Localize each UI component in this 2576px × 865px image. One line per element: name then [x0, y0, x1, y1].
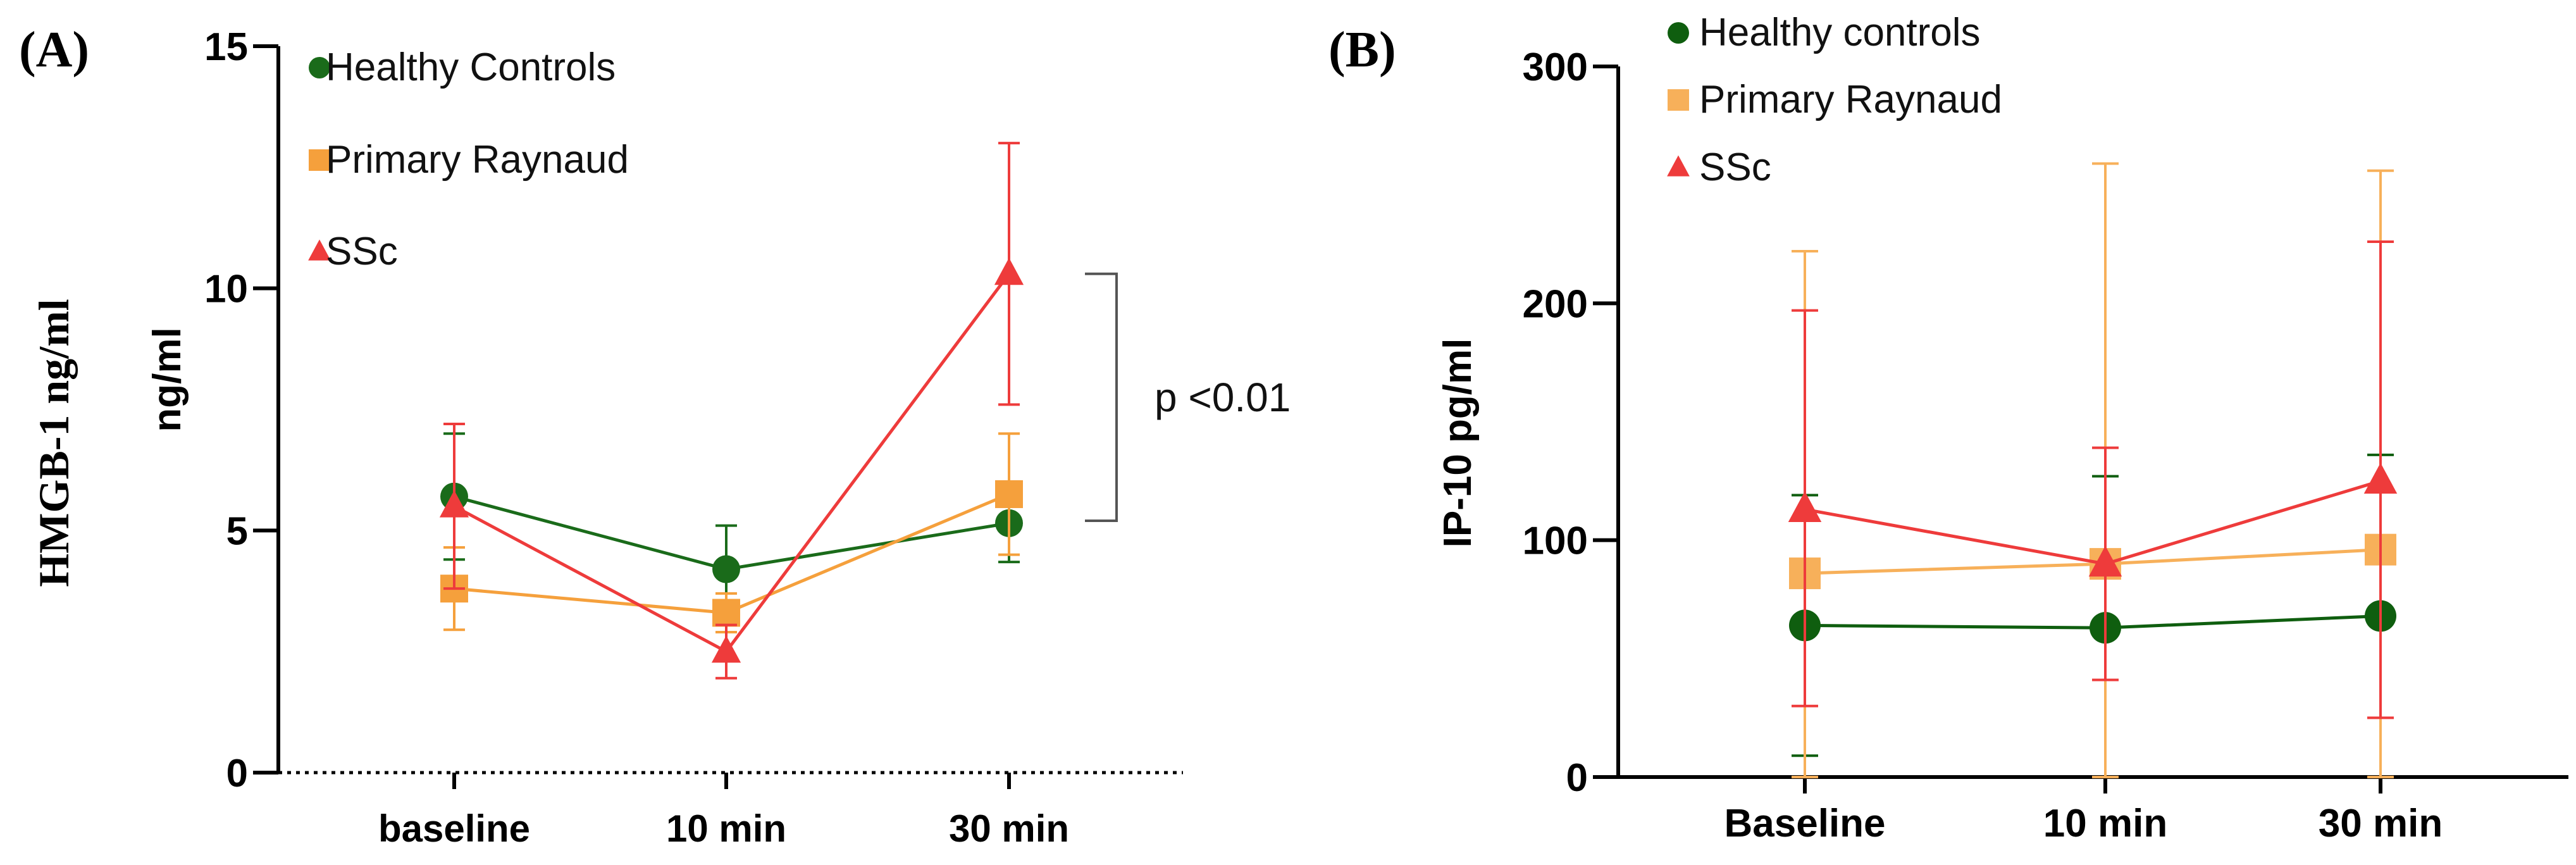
panel-a-legend-label: Primary Raynaud [326, 138, 629, 182]
panel-b-series [1788, 162, 2398, 778]
panel-a-legend-marker [308, 239, 331, 261]
panel-b-data-point [1788, 491, 1822, 523]
panel-a-ylabel: ng/ml [146, 327, 189, 432]
significance-bracket-line [1085, 272, 1118, 523]
panel-b: (B) IP-10 pg/ml 0 100 200 300 Baseline 10 min… [1328, 11, 2568, 845]
panel-a-axes: 0 5 10 15 baseline 10 min 30 min [204, 25, 1183, 850]
panel-b-legend-label: Primary Raynaud [1699, 78, 2002, 121]
panel-a-x-tick-label: 10 min [666, 807, 786, 850]
panel-b-y-tick-label: 0 [1566, 756, 1588, 800]
panel-b-y-tick-label: 300 [1523, 46, 1588, 89]
panel-a-legend-label: SSc [326, 230, 398, 273]
panel-a-outer-ylabel: HMGB-1 ng/ml [30, 299, 78, 587]
panel-a-series-primary-raynaud [440, 432, 1023, 634]
significance-bracket: p <0.01 [1085, 272, 1291, 523]
panel-a-label: (A) [19, 22, 89, 78]
panel-a-series-line [454, 492, 1010, 614]
panel-b-legend-marker [1668, 22, 1689, 44]
panel-a-data-point [994, 258, 1024, 285]
panel-b-y-tick-label: 200 [1523, 282, 1588, 326]
panel-a-data-point [711, 635, 741, 663]
panel-b-x-tick-label: 10 min [2043, 802, 2167, 845]
panel-b-data-point [2088, 545, 2122, 577]
panel-a-data-point [712, 599, 740, 627]
panel-a-x-tick-label: baseline [378, 807, 530, 850]
panel-b-x-tick-label: 30 min [2319, 802, 2443, 845]
panel-a-series-ssc [439, 142, 1024, 680]
panel-b-data-point [2363, 463, 2398, 494]
panel-a-data-point [995, 480, 1023, 508]
panel-b-x-tick-label: Baseline [1724, 802, 1885, 845]
panel-a-y-tick-label: 10 [204, 268, 248, 311]
panel-b-ylabel: IP-10 pg/ml [1436, 339, 1480, 548]
panel-a-legend-marker [309, 57, 330, 78]
panel-b-legend-marker [1667, 155, 1690, 177]
panel-a-y-tick-label: 5 [226, 509, 248, 553]
panel-b-legend-marker [1668, 89, 1689, 111]
panel-a-legend-marker [309, 149, 330, 171]
panel-b-series-ssc [1788, 240, 2398, 719]
panel-a: (A) HMGB-1 ng/ml ng/ml 0 5 10 15 baseline 10 … [19, 22, 1291, 850]
panel-a-legend-label: Healthy Controls [326, 46, 616, 89]
panel-a-data-point [712, 555, 740, 583]
panel-a-x-tick-label: 30 min [949, 807, 1069, 850]
panel-b-legend-label: Healthy controls [1699, 11, 1981, 54]
panel-b-legend-label: SSc [1699, 146, 1771, 189]
panel-a-legend: Healthy Controls Primary Raynaud SSc [308, 46, 629, 273]
panel-b-y-tick-label: 100 [1523, 520, 1588, 563]
significance-annotation: p <0.01 [1155, 375, 1291, 420]
panel-a-data-point [439, 490, 469, 518]
panel-a-y-tick-label: 0 [226, 752, 248, 795]
panel-b-label: (B) [1328, 22, 1396, 78]
panel-b-legend: Healthy controls Primary Raynaud SSc [1667, 11, 2002, 189]
panel-a-y-tick-label: 15 [204, 25, 248, 69]
panel-a-series-healthy-controls [440, 432, 1023, 614]
panel-b-series-primary-raynaud [1789, 162, 2396, 778]
panel-a-series [439, 142, 1024, 680]
